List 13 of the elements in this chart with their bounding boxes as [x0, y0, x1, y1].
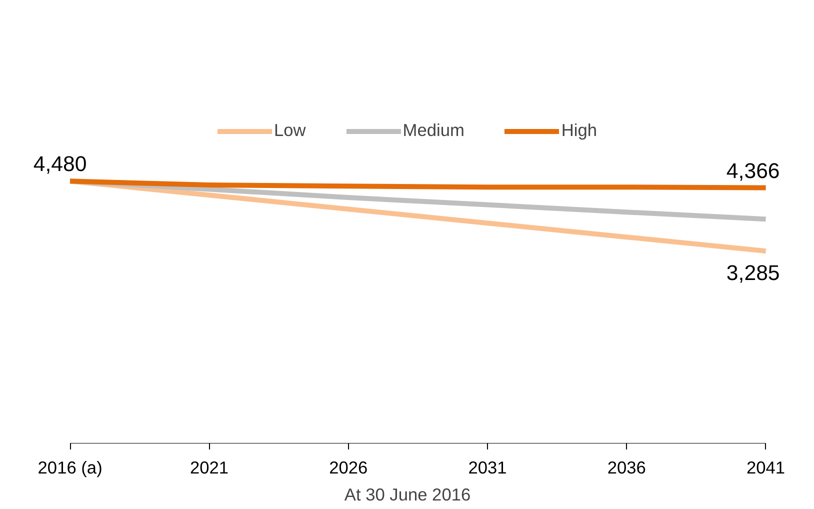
x-axis-title: At 30 June 2016 — [344, 484, 471, 504]
data-label: 4,366 — [726, 158, 780, 183]
legend-label: Medium — [402, 120, 464, 141]
x-tick-label: 2016 (a) — [38, 458, 102, 478]
data-label: 4,480 — [33, 152, 87, 176]
legend-label: Low — [274, 120, 306, 141]
x-tick-label: 2036 — [607, 458, 646, 478]
data-label: 3,285 — [726, 261, 780, 286]
legend-label: High — [561, 120, 598, 141]
x-tick-label: 2021 — [190, 458, 229, 478]
x-tick-label: 2031 — [468, 458, 507, 478]
x-tick-label: 2041 — [746, 458, 786, 478]
x-tick-label: 2026 — [329, 458, 368, 478]
